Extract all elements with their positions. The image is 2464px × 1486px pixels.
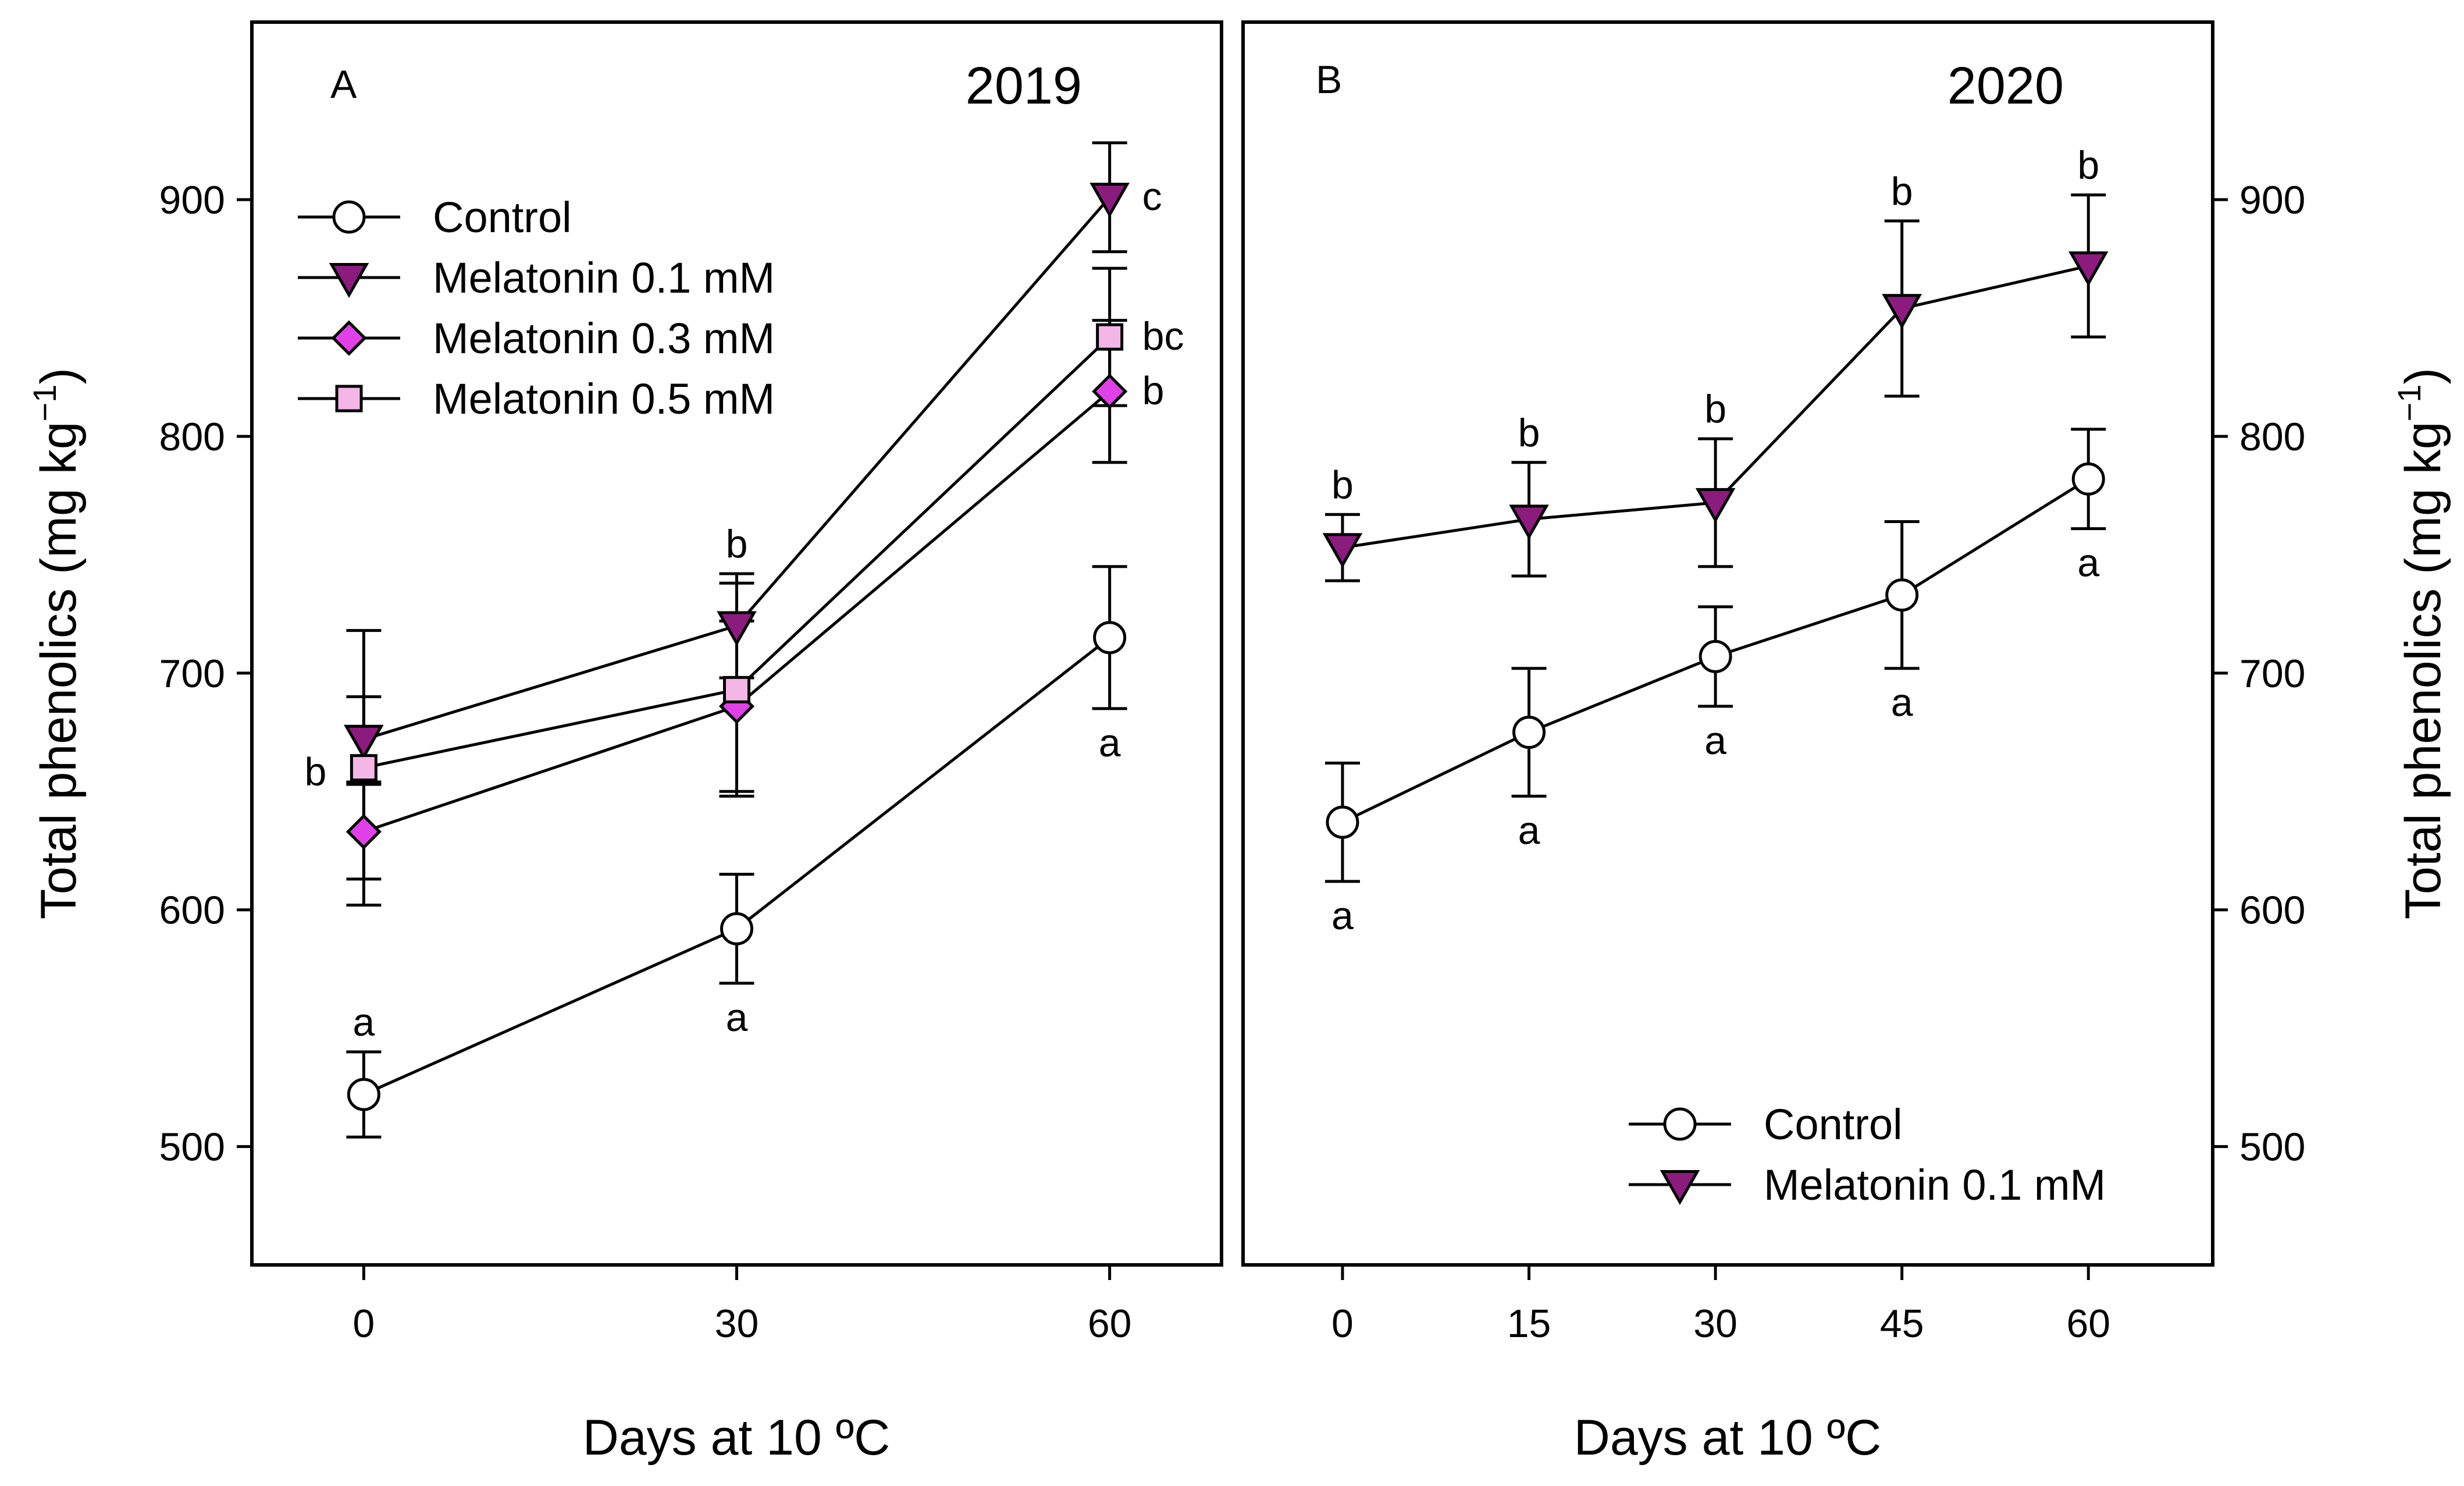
panel-a-point-control: [720, 912, 753, 945]
panel-b-legend-label: Control: [1764, 1100, 1903, 1149]
panel-a-significance-label: a: [726, 996, 748, 1040]
panel-b-significance-label: a: [1331, 894, 1354, 938]
panel-b-significance-label: b: [1704, 387, 1726, 431]
panel-a-y-tick-label: 600: [159, 888, 225, 933]
panel-a-point-melatonin-0-5-mm: [1096, 323, 1124, 351]
panel-b-point-melatonin-0-1-mm: [1882, 294, 1922, 329]
panel-b-legend-label: Melatonin 0.1 mM: [1764, 1161, 2106, 1209]
panel-a-point-melatonin-0-3-mm: [346, 813, 382, 849]
panel-a-x-tick-label: 60: [1088, 1302, 1132, 1346]
panel-b-point-melatonin-0-1-mm: [1322, 533, 1363, 568]
panel-a-point-melatonin-0-1-mm: [717, 611, 757, 646]
panel-b: B 2020 500 600 700 800 900 0 15 30 45 60 a a a a a b b…: [1241, 20, 2305, 1346]
panel-a-legend-label: Melatonin 0.1 mM: [433, 254, 775, 302]
panel-a-y-axis: 500 600 700 800 900: [159, 178, 252, 1169]
panel-a-title: 2019: [966, 57, 1082, 115]
panel-a-point-melatonin-0-5-mm: [350, 754, 378, 782]
panel-b-legend: Control Melatonin 0.1 mM: [1629, 1100, 2106, 1209]
y-axis-title-right: Total phenolics (mg kg−1): [2391, 368, 2451, 919]
panel-a-x-tick-label: 30: [715, 1302, 759, 1346]
panel-b-significance-label: a: [1704, 719, 1726, 763]
panel-a-significance-label: a: [352, 1000, 375, 1044]
panel-b-point-control: [1885, 578, 1919, 612]
panel-b-point-control: [1699, 639, 1732, 673]
panel-b-series: a a a a a b b b b b: [1322, 143, 2109, 938]
panel-a-legend-marker: [332, 200, 366, 234]
panel-b-significance-label: b: [2077, 143, 2099, 187]
panel-a-point-melatonin-0-5-mm: [723, 676, 750, 703]
panel-b-point-melatonin-0-1-mm: [1509, 504, 1549, 540]
panel-b-title: 2020: [1947, 57, 2064, 115]
panel-b-y-tick-label: 800: [2239, 415, 2305, 459]
panel-b-x-tick-label: 30: [1693, 1302, 1737, 1346]
panel-b-y-tick-label: 600: [2239, 888, 2305, 933]
panel-a-legend-marker: [335, 385, 363, 413]
panel-a-point-control: [1093, 621, 1127, 655]
panel-b-significance-label: a: [1518, 808, 1540, 852]
panel-a-point-melatonin-0-1-mm: [1089, 183, 1130, 218]
panel-a-significance-label: c: [1142, 175, 1162, 219]
panel-a-legend-label: Control: [433, 193, 572, 241]
panel-a-y-tick-label: 800: [159, 415, 225, 459]
panel-a-y-tick-label: 900: [159, 178, 225, 222]
panel-b-significance-label: a: [1891, 681, 1913, 725]
y-axis-title-right-sup: −1: [2391, 385, 2427, 422]
panel-b-y-tick-label: 700: [2239, 652, 2305, 696]
panel-b-point-melatonin-0-1-mm: [1695, 488, 1736, 523]
panel-b-frame: [1241, 20, 2214, 1267]
y-axis-title-left-main: Total phenolics (mg kg: [31, 421, 87, 919]
y-axis-title-left-sup: −1: [26, 385, 63, 422]
panel-b-x-axis-title: Days at 10 ºC: [1574, 1410, 1882, 1466]
panel-b-x-tick-label: 60: [2066, 1302, 2110, 1346]
panel-a-legend-label: Melatonin 0.3 mM: [433, 314, 775, 362]
y-axis-title-right-main: Total phenolics (mg kg: [2395, 421, 2451, 919]
panel-b-x-tick-label: 15: [1507, 1302, 1551, 1346]
y-axis-title-left: Total phenolics (mg kg−1): [26, 368, 87, 919]
panel-a-point-melatonin-0-3-mm: [1092, 374, 1128, 410]
panel-b-x-tick-label: 45: [1880, 1302, 1924, 1346]
panel-a-letter: A: [330, 62, 357, 106]
panel-a-legend-marker: [329, 263, 369, 298]
panel-b-point-control: [1326, 805, 1359, 839]
panel-b-legend-marker: [1663, 1107, 1697, 1141]
panel-a-significance-label: a: [1099, 721, 1121, 765]
panel-b-y-tick-label: 900: [2239, 178, 2305, 222]
y-axis-title-right-close: ): [2395, 368, 2451, 385]
panel-a-x-axis-title: Days at 10 ºC: [583, 1410, 891, 1466]
panel-a-significance-label: b: [305, 750, 327, 794]
panel-b-significance-label: b: [1331, 463, 1354, 507]
panel-b-significance-label: b: [1518, 411, 1540, 455]
panel-a-legend-marker: [331, 320, 367, 356]
panel-b-y-tick-label: 500: [2239, 1125, 2305, 1169]
panel-a-significance-label: b: [726, 522, 748, 566]
panel-a-x-axis: 0 30 60: [352, 1265, 1131, 1346]
panel-b-significance-label: a: [2077, 541, 2099, 585]
panel-b-y-axis: 500 600 700 800 900: [2213, 178, 2305, 1169]
panel-a-x-tick-label: 0: [352, 1302, 375, 1346]
panel-b-x-tick-label: 0: [1331, 1302, 1354, 1346]
panel-b-letter: B: [1316, 58, 1342, 102]
panel-a-legend: Control Melatonin 0.1 mM Melatonin 0.3 mM M…: [298, 193, 775, 423]
panel-b-point-melatonin-0-1-mm: [2068, 251, 2109, 287]
panel-a-significance-label: bc: [1142, 314, 1184, 358]
panel-b-x-axis: 0 15 30 45 60: [1331, 1265, 2110, 1346]
y-axis-title-left-close: ): [31, 368, 87, 385]
panel-b-significance-label: b: [1891, 169, 1913, 214]
panel-b-point-control: [1512, 716, 1546, 749]
panel-a-point-control: [347, 1078, 380, 1111]
panel-b-legend-marker: [1660, 1170, 1700, 1206]
panel-a-legend-label: Melatonin 0.5 mM: [433, 375, 775, 423]
panel-a-y-tick-label: 500: [159, 1125, 225, 1169]
panel-a-significance-label: b: [1142, 369, 1165, 413]
panel-b-point-control: [2071, 462, 2105, 496]
panel-a-y-tick-label: 700: [159, 652, 225, 696]
panel-a-point-melatonin-0-1-mm: [344, 724, 384, 760]
